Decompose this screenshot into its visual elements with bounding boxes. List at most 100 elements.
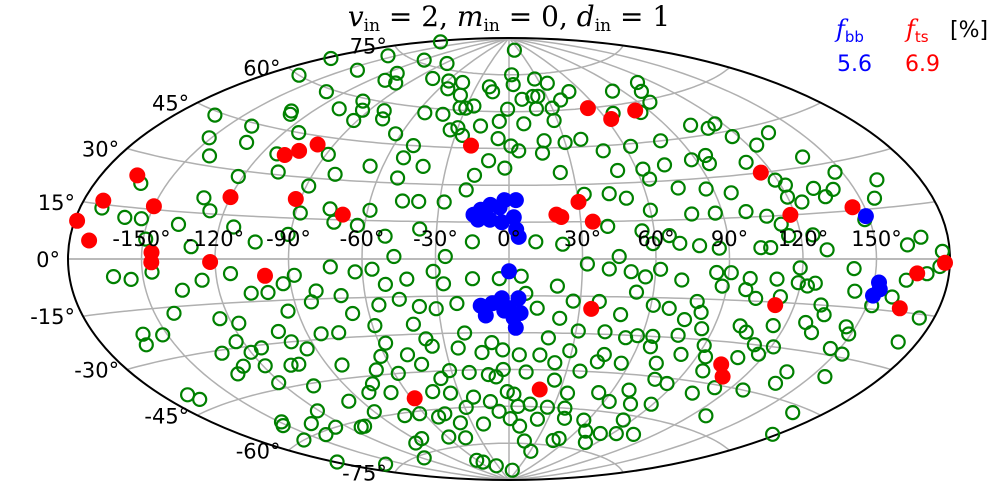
scatter-point-ring: [424, 338, 440, 354]
scatter-point-ring: [759, 208, 775, 224]
scatter-point-ring: [377, 228, 393, 244]
scatter-point-ring: [235, 358, 251, 374]
scatter-point-ring: [270, 164, 286, 180]
grid-line-lon: [140, 37, 510, 481]
scatter-point-red: [276, 147, 293, 163]
lon-tick-label: -90°: [266, 227, 311, 251]
scatter-point-ring: [196, 190, 212, 206]
scatter-point-ring: [707, 116, 723, 132]
scatter-point-ring: [799, 278, 816, 294]
scatter-point-ring: [466, 167, 483, 183]
scatter-point-ring: [618, 190, 635, 206]
scatter-point-ring: [364, 376, 381, 392]
scatter-point-ring: [474, 344, 490, 361]
scatter-point-ring: [275, 276, 291, 292]
scatter-point-red: [222, 189, 239, 206]
scatter-point-ring: [742, 270, 758, 287]
scatter-point-ring: [425, 384, 441, 400]
scatter-point-ring: [834, 346, 850, 362]
scatter-point-ring: [869, 172, 885, 188]
scatter-point-ring: [346, 112, 362, 129]
scatter-point-ring: [609, 162, 626, 179]
scatter-point-ring: [475, 454, 491, 470]
scatter-point-ring: [767, 375, 784, 391]
scatter-point-ring: [308, 283, 324, 299]
scatter-point-ring: [395, 150, 412, 166]
scatter-point-ring: [439, 55, 455, 72]
scatter-point-ring: [280, 226, 296, 242]
scatter-point-ring: [794, 149, 811, 165]
scatter-point-ring: [388, 75, 404, 91]
scatter-point-ring: [373, 348, 389, 364]
scatter-point-ring: [613, 355, 629, 371]
scatter-point-ring: [455, 74, 471, 91]
scatter-point-ring: [504, 462, 520, 478]
legend-bb-value: 5.6: [837, 52, 872, 77]
scatter-point-ring: [458, 182, 474, 198]
lon-tick-label: -120°: [186, 227, 244, 251]
scatter-point-ring: [386, 248, 402, 265]
scatter-point-ring: [440, 81, 456, 97]
scatter-point-ring: [361, 384, 377, 401]
scatter-point-ring: [670, 180, 686, 196]
scatter-point-ring: [155, 327, 171, 343]
scatter-point-ring: [425, 70, 441, 87]
scatter-point-ring: [683, 152, 700, 168]
scatter-point-ring: [271, 375, 287, 391]
scatter-point-ring: [461, 364, 477, 381]
scatter-point-ring: [485, 84, 501, 100]
scatter-point-blue: [505, 209, 522, 226]
scatter-point-ring: [399, 347, 416, 363]
scatter-point-ring: [469, 452, 485, 468]
scatter-point-ring: [769, 271, 785, 287]
scatter-point-ring: [601, 393, 617, 410]
scatter-point-ring: [391, 291, 407, 307]
scatter-point-ring: [684, 385, 700, 401]
scatter-point-ring: [696, 337, 712, 353]
scatter-point-ring: [371, 297, 387, 313]
scatter-point-ring: [231, 315, 247, 331]
scatter-point-ring: [390, 170, 406, 186]
scatter-point-ring: [390, 365, 406, 381]
scatter-point-ring: [491, 113, 507, 130]
scatter-point-ring: [425, 263, 441, 279]
scatter-point-ring: [437, 248, 453, 265]
scatter-point-ring: [194, 272, 210, 288]
scatter-point-ring: [637, 269, 654, 285]
scatter-point-ring: [899, 237, 916, 253]
scatter-point-ring: [166, 305, 182, 321]
scatter-point-ring: [228, 334, 244, 350]
scatter-point-ring: [383, 385, 399, 401]
scatter-point-ring: [749, 137, 765, 153]
scatter-point-ring: [682, 117, 699, 133]
scatter-point-ring: [299, 341, 315, 357]
scatter-point-ring: [622, 138, 639, 154]
scatter-point-ring: [529, 300, 545, 316]
scatter-point-ring: [561, 83, 577, 100]
scatter-point-ring: [442, 385, 459, 401]
scatter-point-blue: [496, 192, 513, 209]
scatter-point-ring: [656, 157, 673, 173]
lon-tick-label: 150°: [851, 227, 902, 251]
legend-ts-value: 6.9: [905, 52, 940, 77]
scatter-point-ring: [601, 186, 617, 202]
scatter-point-ring: [174, 282, 190, 298]
scatter-point-ring: [597, 324, 613, 340]
scatter-point-ring: [642, 202, 659, 218]
scatter-point-ring: [458, 430, 474, 446]
scatter-point-ring: [399, 271, 415, 287]
scatter-point-ring: [661, 228, 677, 244]
scatter-point-ring: [488, 458, 504, 474]
scatter-point-ring: [464, 234, 480, 250]
scatter-point-ring: [516, 116, 532, 132]
scatter-point-ring: [432, 34, 449, 50]
scatter-point-ring: [441, 429, 457, 445]
scatter-point-red: [95, 192, 112, 209]
scatter-point-ring: [411, 193, 427, 210]
scatter-point-red: [531, 381, 548, 398]
scatter-point-ring: [280, 303, 296, 319]
scatter-point-ring: [437, 406, 453, 422]
scatter-point-ring: [551, 430, 567, 447]
scatter-point-ring: [327, 166, 343, 182]
